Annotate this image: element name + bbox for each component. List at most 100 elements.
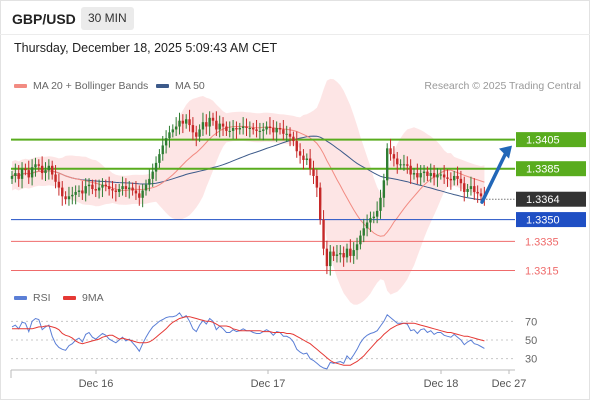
candle-body	[382, 180, 386, 198]
candle-body	[151, 171, 154, 179]
candle-body	[225, 126, 228, 131]
candle-body	[312, 168, 315, 176]
candle-body	[439, 174, 442, 176]
candle-body	[399, 164, 402, 166]
candle-body	[272, 127, 275, 133]
candle-body	[215, 120, 218, 130]
ma50-line	[11, 135, 485, 201]
candle-body	[87, 184, 91, 187]
candle-body	[315, 175, 319, 188]
candle-body	[463, 183, 466, 192]
candle-body	[124, 186, 128, 190]
candle-body	[128, 187, 131, 190]
candle-body	[252, 127, 255, 130]
level-tag-1.3385: 1.3385	[526, 164, 560, 176]
candle-body	[245, 126, 248, 128]
candle-body	[101, 184, 104, 188]
candle-body	[134, 190, 138, 194]
candle-body	[54, 174, 57, 182]
rsi-tick-label: 30	[525, 354, 537, 366]
candle-body	[352, 250, 355, 256]
x-tick-label: Dec 16	[79, 378, 114, 390]
candle-body	[275, 127, 278, 133]
level-tag-1.3405: 1.3405	[526, 135, 560, 147]
candle-body	[329, 251, 332, 267]
candle-body	[81, 190, 84, 194]
candle-body	[402, 164, 406, 166]
x-tick-label: Dec 17	[251, 378, 286, 390]
candle-body	[335, 254, 339, 256]
rsi-tick-label: 50	[525, 335, 537, 347]
candle-body	[282, 129, 285, 134]
timeframe-badge[interactable]: 30 MIN	[81, 7, 134, 30]
candle-body	[476, 191, 479, 194]
candle-body	[432, 173, 436, 178]
candle-body	[372, 216, 375, 219]
candle-body	[174, 126, 178, 130]
candle-body	[308, 158, 312, 169]
candle-body	[426, 171, 429, 176]
candle-body	[339, 253, 342, 255]
level-tag-1.3350-bg	[516, 212, 586, 228]
candle-body	[442, 174, 446, 178]
candle-body	[20, 168, 24, 179]
ma20-swatch	[14, 84, 27, 88]
candle-body	[91, 184, 94, 190]
candle-body	[235, 127, 238, 130]
candle-body	[178, 120, 181, 127]
candle-body	[295, 141, 298, 152]
bollinger-band	[12, 78, 485, 305]
candle-body	[164, 138, 168, 146]
candle-body	[104, 184, 107, 187]
candle-body	[195, 132, 198, 137]
candle-body	[285, 133, 288, 135]
credit-text: Research © 2025 Trading Central	[424, 80, 581, 92]
candle-body	[456, 175, 459, 179]
candle-body	[255, 129, 258, 131]
candle-body	[185, 119, 188, 124]
candle-body	[305, 158, 308, 160]
candle-body	[198, 129, 201, 137]
ma9-legend-label: 9MA	[82, 292, 104, 304]
level-tag-1.3350: 1.3350	[526, 215, 560, 227]
candle-body	[265, 126, 268, 130]
candle-body	[138, 193, 141, 198]
timestamp: Thursday, December 18, 2025 5:09:43 AM C…	[14, 41, 278, 55]
candle-body	[17, 173, 20, 179]
last-price-tag: 1.3364	[526, 194, 560, 206]
candle-body	[302, 155, 305, 160]
candle-body	[30, 167, 34, 178]
candle-body	[61, 187, 64, 197]
candle-body	[71, 194, 74, 197]
x-tick-label: Dec 18	[424, 378, 459, 390]
candle-body	[342, 253, 345, 258]
candle-body	[111, 189, 114, 191]
candle-body	[238, 127, 241, 130]
candle-body	[429, 173, 432, 176]
candle-body	[84, 186, 87, 194]
candle-body	[386, 148, 389, 181]
candle-body	[349, 248, 352, 256]
ma50-swatch	[156, 84, 169, 88]
candle-body	[121, 186, 124, 190]
candle-body	[47, 165, 51, 171]
candle-body	[161, 145, 164, 155]
ma50-legend-label: MA 50	[175, 80, 205, 92]
candle-body	[158, 154, 161, 163]
candle-body	[355, 244, 359, 251]
candle-body	[362, 228, 365, 236]
candle-body	[51, 165, 54, 175]
candle-body	[131, 187, 134, 191]
candle-body	[453, 175, 456, 181]
candles-group	[10, 109, 486, 276]
candle-body	[365, 222, 369, 229]
last-price-tag-bg	[516, 191, 586, 207]
candle-body	[74, 191, 77, 195]
candle-body	[419, 173, 422, 178]
candle-body	[345, 248, 349, 258]
rsi-legend-label: RSI	[33, 292, 51, 304]
rsi-series-9MA	[12, 316, 485, 366]
ma9-swatch	[63, 296, 76, 300]
candle-body	[114, 190, 118, 192]
candle-body	[205, 122, 208, 127]
